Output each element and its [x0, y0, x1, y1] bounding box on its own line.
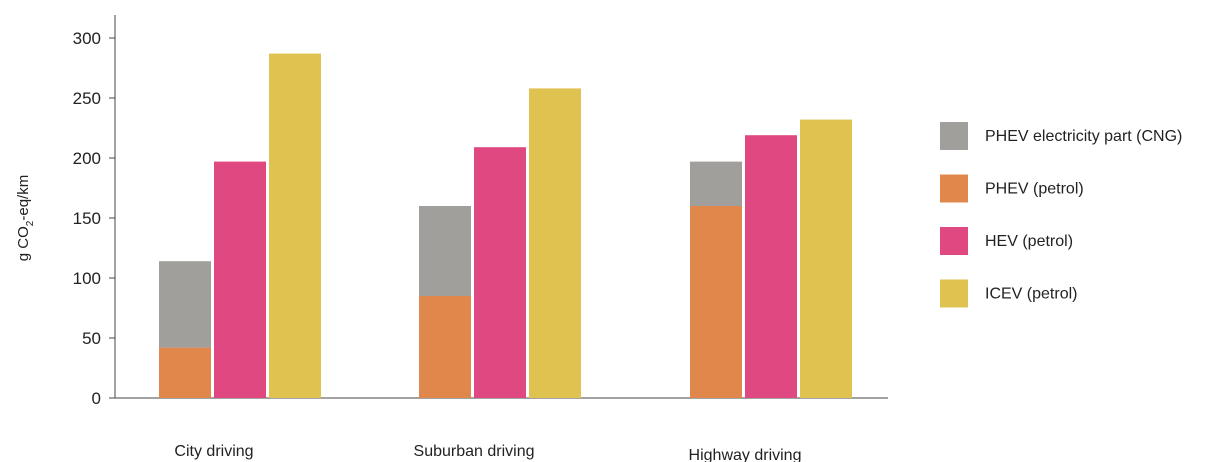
bar-icev — [269, 53, 321, 398]
bar-hev — [745, 135, 797, 398]
y-tick-label: 200 — [73, 149, 101, 168]
legend-label: PHEV electricity part (CNG) — [985, 128, 1182, 145]
legend-swatch — [940, 227, 968, 255]
bar-icev — [529, 88, 581, 399]
bar-phev-electricity — [690, 161, 742, 206]
legend-label: HEV (petrol) — [985, 233, 1073, 250]
x-category-label: City driving — [174, 443, 253, 460]
y-tick-label: 0 — [92, 389, 101, 408]
legend: PHEV electricity part (CNG) PHEV (petrol)… — [940, 122, 1182, 308]
bar-hev — [214, 161, 266, 398]
y-tick-label: 150 — [73, 209, 101, 228]
y-tick-label: 50 — [82, 329, 101, 348]
legend-swatch — [940, 174, 968, 203]
bar-phev-petrol — [690, 206, 742, 398]
y-tick-label: 100 — [73, 269, 101, 288]
legend-label: PHEV (petrol) — [985, 181, 1084, 198]
y-axis-label: g CO2-eq/km — [15, 175, 36, 261]
bar-phev-electricity — [419, 206, 471, 296]
category-labels: City driving Suburban driving Highway driv… — [174, 443, 801, 462]
y-tick-label: 300 — [73, 29, 101, 48]
bar-phev-electricity — [159, 261, 211, 348]
legend-swatch — [940, 122, 968, 150]
legend-label: ICEV (petrol) — [985, 286, 1077, 303]
x-category-label: Highway driving — [689, 447, 802, 462]
bar-icev — [800, 119, 852, 398]
bar-phev-petrol — [419, 296, 471, 398]
bar-phev-petrol — [159, 347, 211, 398]
bar-hev — [474, 147, 526, 398]
legend-swatch — [940, 279, 968, 308]
y-tick-label: 250 — [73, 89, 101, 108]
x-category-label: Suburban driving — [414, 443, 535, 460]
bars — [159, 53, 852, 399]
